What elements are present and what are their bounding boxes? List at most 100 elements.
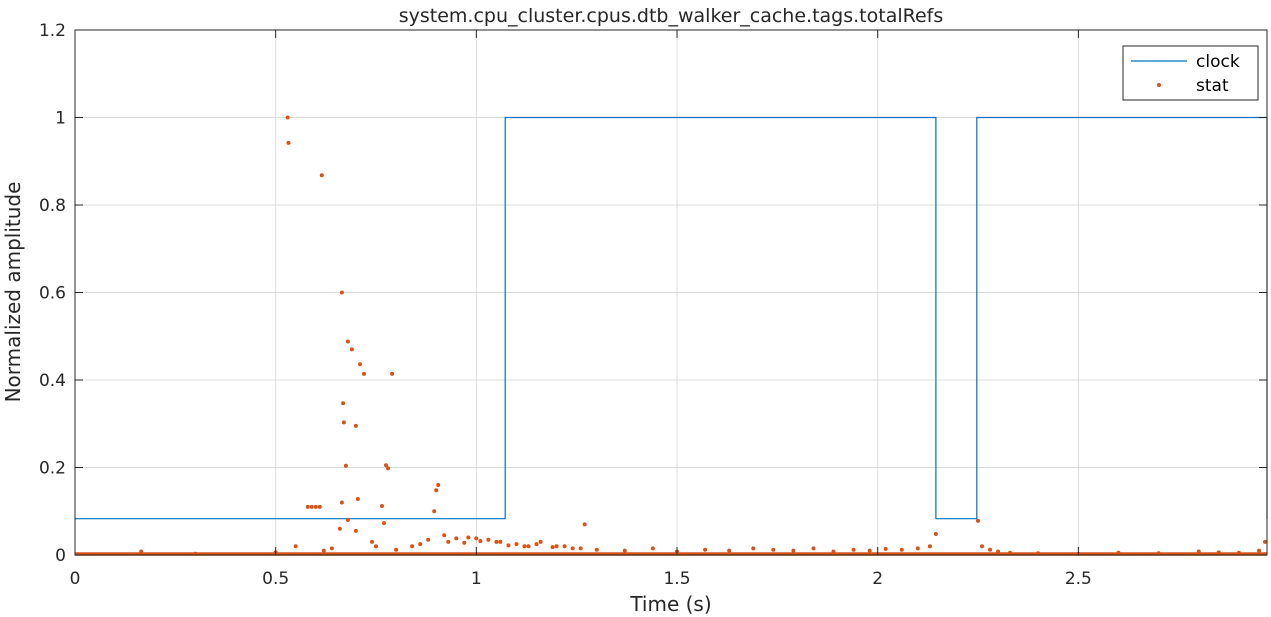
y-tick-label: 0 [55,546,66,566]
x-tick-label: 1 [471,569,482,589]
stat-point [382,521,386,526]
stat-point [554,544,559,549]
stat-point [341,401,346,406]
x-tick-label: 0 [70,569,81,589]
stat-point [305,504,310,509]
stat-point [454,536,459,541]
stat-point [506,543,511,548]
stat-point [883,546,888,551]
stat-point [345,518,350,522]
stat-point [313,504,318,509]
stat-point [432,509,437,514]
stat-point [286,140,291,145]
stat-point [418,542,423,547]
y-tick-label: 0.4 [39,371,66,391]
stat-point [1263,539,1267,544]
stat-point [329,546,334,551]
stat-point [317,504,322,509]
y-tick-label: 1.2 [39,21,66,41]
stat-point [486,537,491,542]
stat-point [980,544,984,549]
stat-point [570,546,575,551]
stat-point [374,544,378,549]
series-stat [75,115,1267,556]
stat-point [442,533,447,538]
stat-point [1156,551,1161,556]
stat-point [915,546,920,551]
stat-point [498,539,503,544]
stat-point [1216,550,1221,555]
y-axis-ticks: 0 0.2 0.4 0.6 0.8 1 1.2 [39,21,1267,566]
stat-point [466,535,471,540]
legend[interactable]: clock stat [1122,45,1259,101]
legend-clock-label: clock [1196,52,1240,72]
stat-point [345,339,350,344]
stat-point [341,420,346,425]
stat-point [339,290,344,295]
stat-point [538,539,543,544]
stat-point [1236,550,1241,555]
stat-point [751,546,756,551]
x-tick-label: 2.5 [1065,569,1092,589]
stat-point [522,544,527,549]
stat-point [380,504,384,508]
stat-point [353,423,358,428]
stat-point [582,522,587,527]
y-axis-label: Normalized amplitude [1,182,25,403]
stat-point [851,547,856,552]
stat-point [349,347,354,352]
stat-point [1116,550,1121,555]
stat-point [494,539,499,544]
stat-point [474,536,479,541]
x-tick-label: 0.5 [262,569,289,589]
stat-point [594,547,599,552]
y-tick-label: 0.8 [39,196,66,216]
stat-point [478,539,483,543]
stat-point [727,548,732,553]
stat-point [386,466,391,471]
stat-point [285,115,290,120]
stat-point [339,500,344,505]
stat-point [321,548,326,553]
series-clock [75,116,1268,520]
legend-stat-label: stat [1196,76,1229,96]
x-tick-label: 1.5 [663,569,690,589]
stat-point [434,488,439,493]
stat-point [550,545,555,550]
stat-point [867,548,872,553]
stat-point [1257,548,1261,553]
stat-point [362,371,366,376]
stat-point [831,549,836,554]
stat-point [1008,550,1013,555]
y-tick-label: 1 [55,109,66,129]
stat-point [578,546,583,551]
stat-point [337,526,342,531]
stat-point [526,544,531,549]
y-tick-label: 0.2 [39,459,66,479]
stat-point [534,542,539,547]
stat-point [436,483,441,487]
stat-point [562,544,567,549]
stat-point [390,371,395,376]
x-tick-label: 2 [872,569,883,589]
stat-point [358,362,362,367]
stat-point [650,546,655,551]
stat-point [462,540,467,545]
stat-point [353,528,358,533]
stat-point [343,463,348,468]
legend-stat-swatch [1157,83,1161,87]
stat-point [370,539,374,544]
stat-point [1036,551,1041,556]
stat-point [394,547,399,552]
x-axis-label: Time (s) [629,592,711,616]
stat-point [410,544,415,549]
stat-point [446,539,451,544]
x-axis-ticks: 0 0.5 1 1.5 2 2.5 [70,30,1092,589]
stat-point [811,546,816,551]
stat-point [933,532,938,536]
legend-box [1122,45,1259,101]
stat-point [384,463,388,468]
stat-point [976,518,980,523]
stat-point [771,547,776,552]
